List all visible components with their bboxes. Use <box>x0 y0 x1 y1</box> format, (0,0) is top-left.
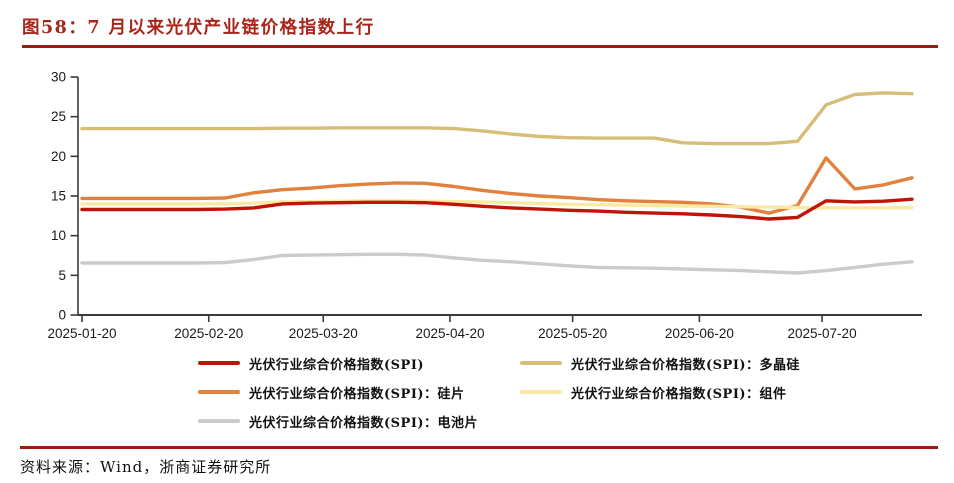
legend-swatch-wafer <box>198 390 240 394</box>
source-note: 资料来源：Wind，浙商证券研究所 <box>20 458 272 476</box>
x-tick-label: 2025-05-20 <box>538 326 607 341</box>
legend-swatch-spi <box>198 361 240 365</box>
series-line-spi <box>80 197 914 221</box>
y-tick-label: 0 <box>58 308 66 323</box>
title-divider <box>22 45 938 48</box>
legend-label: 光伏行业综合价格指数(SPI)：组件 <box>571 386 787 402</box>
y-tick-label: 10 <box>51 228 66 243</box>
legend-swatch-cell <box>198 419 240 423</box>
y-tick-label: 30 <box>51 70 66 85</box>
price-index-line-chart: 0 5 10 15 20 25 30 2025-01-20 2025-02-20 2025-03-… <box>47 70 922 341</box>
legend-label: 光伏行业综合价格指数(SPI)：硅片 <box>249 386 465 402</box>
series-line-cell <box>80 252 914 275</box>
series-line-module <box>80 199 914 210</box>
x-tick-label: 2025-02-20 <box>174 326 243 341</box>
x-tick-label: 2025-03-20 <box>289 326 358 341</box>
x-tick-label: 2025-01-20 <box>47 326 116 341</box>
legend-item-cell: 光伏行业综合价格指数(SPI)：电池片 <box>198 411 520 431</box>
y-tick-label: 15 <box>51 189 66 204</box>
x-tick-label: 2025-04-20 <box>415 326 484 341</box>
legend-swatch-module <box>520 390 562 394</box>
legend-item-module: 光伏行业综合价格指数(SPI)：组件 <box>520 382 838 402</box>
chart-legend: 光伏行业综合价格指数(SPI) 光伏行业综合价格指数(SPI)：多晶硅 光伏行业综合… <box>198 353 838 431</box>
y-tick-label: 25 <box>51 109 66 124</box>
series-line-polysilicon <box>80 91 914 146</box>
figure-title: 图58：7 月以来光伏产业链价格指数上行 <box>22 18 375 38</box>
legend-item-wafer: 光伏行业综合价格指数(SPI)：硅片 <box>198 382 520 402</box>
legend-swatch-polysilicon <box>520 361 562 365</box>
x-tick-label: 2025-07-20 <box>788 326 857 341</box>
x-tick-label: 2025-06-20 <box>665 326 734 341</box>
y-tick-label: 20 <box>51 149 66 164</box>
legend-item-spi: 光伏行业综合价格指数(SPI) <box>198 353 520 373</box>
legend-label: 光伏行业综合价格指数(SPI)：多晶硅 <box>571 357 801 373</box>
legend-label: 光伏行业综合价格指数(SPI)：电池片 <box>249 415 479 431</box>
footer-divider <box>20 446 938 449</box>
legend-item-polysilicon: 光伏行业综合价格指数(SPI)：多晶硅 <box>520 353 838 373</box>
series-line-wafer <box>80 156 914 215</box>
y-tick-label: 5 <box>58 268 66 283</box>
legend-label: 光伏行业综合价格指数(SPI) <box>249 357 425 373</box>
